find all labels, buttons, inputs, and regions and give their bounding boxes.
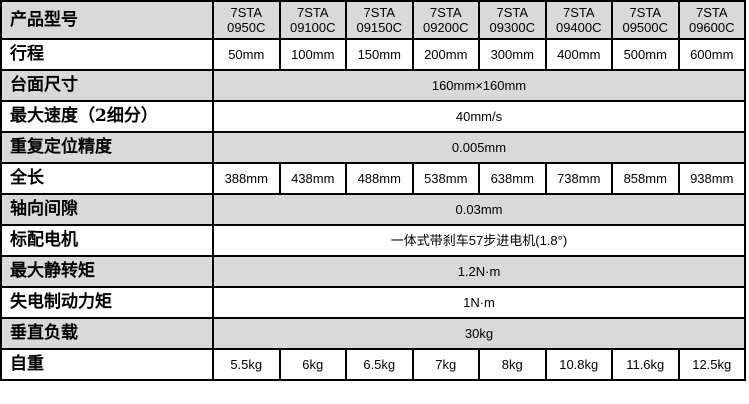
row-label: 最大速度（2细分） — [0, 100, 214, 133]
cell-value: 858mm — [611, 162, 680, 195]
cell-value: 6.5kg — [345, 348, 414, 381]
spec-table: 产品型号 7STA 0950C 7STA 09100C 7STA 09150C 7STA… — [0, 0, 746, 381]
table-row: 台面尺寸 160mm×160mm — [0, 69, 746, 102]
cell-value: 488mm — [345, 162, 414, 195]
cell-value: 100mm — [278, 38, 347, 71]
model-header: 7STA 0950C — [212, 0, 281, 40]
table-row: 全长 388mm 438mm 488mm 538mm 638mm 738mm 858mm 938… — [0, 162, 746, 195]
header-row: 产品型号 7STA 0950C 7STA 09100C 7STA 09150C 7STA… — [0, 0, 746, 40]
model-header: 7STA 09400C — [544, 0, 613, 40]
row-label: 行程 — [0, 38, 214, 71]
model-header: 7STA 09600C — [677, 0, 746, 40]
cell-value: 12.5kg — [677, 348, 746, 381]
cell-value: 500mm — [611, 38, 680, 71]
cell-value: 160mm×160mm — [212, 69, 746, 102]
cell-value: 0.03mm — [212, 193, 746, 226]
cell-value: 6kg — [278, 348, 347, 381]
cell-value: 738mm — [544, 162, 613, 195]
cell-value: 150mm — [345, 38, 414, 71]
table-row: 最大速度（2细分） 40mm/s — [0, 100, 746, 133]
model-header: 7STA 09200C — [411, 0, 480, 40]
cell-value: 一体式带刹车57步进电机(1.8°) — [212, 224, 746, 257]
cell-value: 30kg — [212, 317, 746, 350]
cell-value: 0.005mm — [212, 131, 746, 164]
model-header: 7STA 09100C — [278, 0, 347, 40]
model-header: 7STA 09500C — [611, 0, 680, 40]
cell-value: 938mm — [677, 162, 746, 195]
header-label: 产品型号 — [0, 0, 214, 40]
cell-value: 40mm/s — [212, 100, 746, 133]
cell-value: 7kg — [411, 348, 480, 381]
table-row: 自重 5.5kg 6kg 6.5kg 7kg 8kg 10.8kg 11.6kg 12.5kg — [0, 348, 746, 381]
cell-value: 300mm — [478, 38, 547, 71]
cell-value: 11.6kg — [611, 348, 680, 381]
cell-value: 538mm — [411, 162, 480, 195]
row-label: 重复定位精度 — [0, 131, 214, 164]
cell-value: 8kg — [478, 348, 547, 381]
table-row: 行程 50mm 100mm 150mm 200mm 300mm 400mm 500mm 600m… — [0, 38, 746, 71]
table-row: 垂直负载 30kg — [0, 317, 746, 350]
row-label: 轴向间隙 — [0, 193, 214, 226]
row-label: 标配电机 — [0, 224, 214, 257]
row-label: 自重 — [0, 348, 214, 381]
cell-value: 5.5kg — [212, 348, 281, 381]
table-row: 重复定位精度 0.005mm — [0, 131, 746, 164]
cell-value: 388mm — [212, 162, 281, 195]
cell-value: 200mm — [411, 38, 480, 71]
table-row: 失电制动力矩 1N·m — [0, 286, 746, 319]
model-header: 7STA 09300C — [478, 0, 547, 40]
cell-value: 600mm — [677, 38, 746, 71]
cell-value: 10.8kg — [544, 348, 613, 381]
model-header: 7STA 09150C — [345, 0, 414, 40]
table-row: 最大静转矩 1.2N·m — [0, 255, 746, 288]
row-label: 垂直负载 — [0, 317, 214, 350]
cell-value: 638mm — [478, 162, 547, 195]
row-label: 最大静转矩 — [0, 255, 214, 288]
cell-value: 1.2N·m — [212, 255, 746, 288]
row-label: 全长 — [0, 162, 214, 195]
row-label: 失电制动力矩 — [0, 286, 214, 319]
row-label: 台面尺寸 — [0, 69, 214, 102]
table-row: 标配电机 一体式带刹车57步进电机(1.8°) — [0, 224, 746, 257]
cell-value: 400mm — [544, 38, 613, 71]
cell-value: 1N·m — [212, 286, 746, 319]
table-row: 轴向间隙 0.03mm — [0, 193, 746, 226]
cell-value: 50mm — [212, 38, 281, 71]
cell-value: 438mm — [278, 162, 347, 195]
